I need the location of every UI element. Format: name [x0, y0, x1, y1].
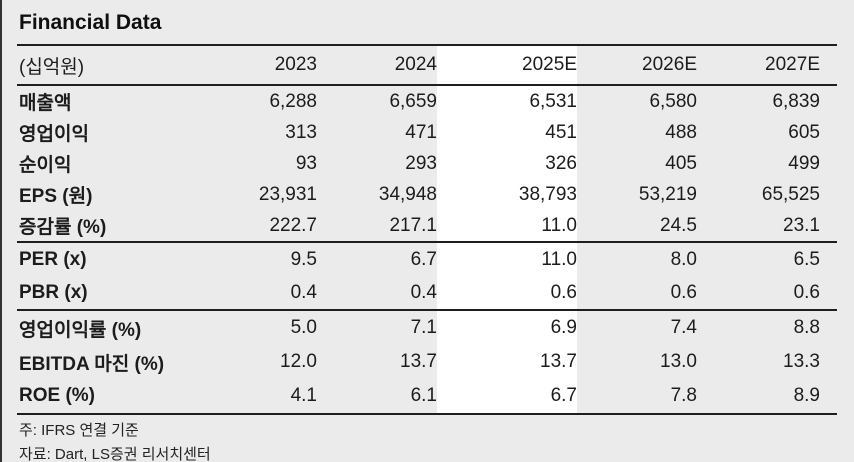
financial-table: (십억원) 2023 2024 2025E 2026E 2027E 매출액 6,288 6,6…	[17, 46, 837, 415]
cell-value: 4.1	[197, 379, 317, 415]
row-label: PBR (x)	[17, 276, 197, 311]
row-label: 매출액	[19, 93, 72, 114]
table-row: EPS (원) 23,931 34,948 38,793 53,219 65,525	[17, 179, 837, 210]
cell-value: 6.7	[437, 379, 577, 415]
cell-value: 0.6	[697, 276, 837, 311]
cell-value: 13.7	[400, 351, 437, 372]
column-header: 2023	[197, 46, 317, 86]
row-label: EPS (원)	[19, 186, 93, 207]
cell-value: 0.4	[197, 276, 317, 311]
cell-value: 93	[295, 152, 317, 174]
row-label: 영업이익률 (%)	[19, 319, 142, 341]
table-header-row: (십억원) 2023 2024 2025E 2026E 2027E	[17, 46, 837, 86]
cell-value: 6.5	[793, 248, 820, 270]
cell-value: 7.4	[670, 317, 697, 338]
cell-value: 488	[665, 121, 697, 143]
financial-data-section: Financial Data (십억원) 2023 2024 2025E 2026E 20…	[17, 0, 839, 462]
table-row: 영업이익률 (%) 5.0 7.1 6.9 7.4 8.8	[17, 310, 837, 345]
cell-value: 605	[788, 121, 820, 143]
cell-value: 6,580	[649, 90, 697, 112]
cell-value: 38,793	[437, 179, 577, 210]
cell-value: 0.4	[317, 276, 437, 311]
row-label: ROE (%)	[17, 379, 197, 415]
cell-value: 11.0	[437, 210, 577, 243]
cell-value: 13.7	[437, 345, 577, 379]
cell-value: 8.0	[670, 248, 697, 270]
cell-value: 13.0	[660, 351, 697, 372]
column-header: 2025E	[437, 46, 577, 86]
footnotes: 주: IFRS 연결 기준 자료: Dart, LS증권 리서치센터	[17, 419, 839, 462]
section-title: Financial Data	[19, 11, 162, 34]
cell-value: 34,948	[378, 183, 437, 205]
column-header: 2026E	[577, 46, 697, 86]
cell-value: 9.5	[290, 248, 317, 270]
table-row: ROE (%) 4.1 6.1 6.7 7.8 8.9	[17, 379, 837, 415]
footnote-note: 주: IFRS 연결 기준	[19, 422, 139, 439]
cell-value: 24.5	[577, 210, 697, 243]
cell-value: 12.0	[280, 351, 317, 372]
cell-value: 405	[665, 152, 697, 174]
cell-value: 6,659	[389, 90, 437, 112]
table-row: 증감률 (%) 222.7 217.1 11.0 24.5 23.1	[17, 210, 837, 243]
row-label: 영업이익	[19, 124, 89, 145]
row-label: 순이익	[19, 155, 72, 176]
cell-value: 11.0	[437, 242, 577, 276]
column-header: 2027E	[697, 46, 837, 86]
cell-value: 6,839	[772, 90, 820, 112]
cell-value: 471	[405, 121, 437, 143]
table-row: PBR (x) 0.4 0.4 0.6 0.6 0.6	[17, 276, 837, 311]
cell-value: 0.6	[577, 276, 697, 311]
row-label: 증감률 (%)	[17, 210, 197, 243]
cell-value: 5.0	[290, 317, 317, 338]
cell-value: 0.6	[437, 276, 577, 311]
title-divider	[17, 44, 837, 46]
cell-value: 499	[788, 152, 820, 174]
cell-value: 65,525	[761, 183, 820, 205]
cell-value: 451	[437, 117, 577, 148]
column-header: 2024	[317, 46, 437, 86]
cell-value: 222.7	[197, 210, 317, 243]
cell-value: 313	[285, 121, 317, 143]
cell-value: 8.8	[793, 317, 820, 338]
cell-value: 23.1	[697, 210, 837, 243]
cell-value: 217.1	[317, 210, 437, 243]
footnote-source: 자료: Dart, LS증권 리서치센터	[19, 446, 211, 462]
cell-value: 6.7	[410, 248, 437, 270]
table-row: 순이익 93 293 326 405 499	[17, 148, 837, 179]
cell-value: 7.8	[577, 379, 697, 415]
table-row: 영업이익 313 471 451 488 605	[17, 117, 837, 148]
cell-value: 7.1	[410, 317, 437, 338]
cell-value: 6.9	[437, 310, 577, 345]
row-label: PER (x)	[19, 248, 87, 270]
cell-value: 326	[437, 148, 577, 179]
cell-value: 13.3	[783, 351, 820, 372]
table-row: 매출액 6,288 6,659 6,531 6,580 6,839	[17, 85, 837, 117]
cell-value: 23,931	[258, 183, 317, 205]
cell-value: 293	[405, 152, 437, 174]
cell-value: 6.1	[317, 379, 437, 415]
table-header: (십억원) 2023 2024 2025E 2026E 2027E	[17, 46, 837, 86]
cell-value: 6,531	[437, 85, 577, 117]
cell-value: 6,288	[269, 90, 317, 112]
unit-label: (십억원)	[17, 46, 197, 86]
row-label: EBITDA 마진 (%)	[19, 353, 165, 375]
table-row: EBITDA 마진 (%) 12.0 13.7 13.7 13.0 13.3	[17, 345, 837, 379]
table-row: PER (x) 9.5 6.7 11.0 8.0 6.5	[17, 242, 837, 276]
cell-value: 8.9	[697, 379, 837, 415]
cell-value: 53,219	[638, 183, 697, 205]
